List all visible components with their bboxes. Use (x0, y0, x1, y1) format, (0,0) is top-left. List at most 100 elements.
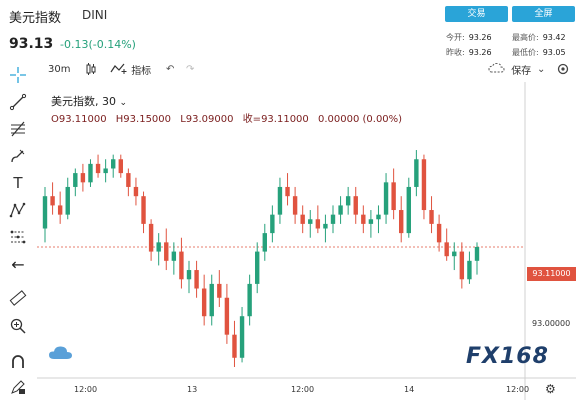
cloud-logo-icon[interactable] (48, 344, 74, 362)
high-label: 最高价: (512, 33, 539, 42)
high-value: 93.42 (542, 33, 566, 42)
open-value: 93.26 (468, 33, 492, 42)
axis-settings-icon[interactable]: ⚙ (545, 382, 556, 396)
candle (467, 251, 472, 284)
candle (80, 163, 86, 192)
candle-body (186, 270, 192, 280)
candle-body (270, 214, 275, 234)
settings-icon[interactable] (556, 62, 570, 78)
open-stat: 今开: 93.26 (446, 32, 492, 43)
candle-type-icon[interactable] (84, 62, 98, 78)
indicators-button[interactable]: 指标 (110, 62, 151, 78)
interval-selector[interactable]: 30m (48, 64, 71, 75)
candle (156, 233, 161, 266)
trade-button[interactable]: 交易 (445, 6, 508, 22)
candle (421, 154, 427, 220)
candle (179, 237, 184, 289)
legend-open: O93.11000 (51, 114, 107, 125)
candle-body (126, 173, 131, 187)
candle (353, 186, 358, 224)
indicators-label: 指标 (131, 66, 152, 77)
symbol-code: DINI (82, 8, 108, 22)
candle-body (315, 219, 321, 229)
redo-icon[interactable]: ↷ (186, 64, 195, 75)
magnet-icon[interactable] (6, 351, 30, 373)
candle-body (406, 186, 411, 234)
ruler-icon[interactable] (6, 287, 30, 309)
candle (345, 186, 351, 215)
candle-body (148, 223, 154, 252)
candle (247, 274, 252, 326)
candle (459, 242, 465, 289)
candle (406, 177, 411, 238)
candle (217, 270, 222, 307)
candle (338, 196, 343, 224)
candle (368, 210, 374, 238)
prev-close-stat: 昨收: 93.26 (446, 47, 492, 58)
pencil-lock-icon[interactable] (6, 376, 30, 398)
arrow-left-icon[interactable]: ← (11, 254, 25, 274)
trend-line-icon[interactable] (6, 91, 30, 113)
candle-body (323, 223, 328, 229)
legend-change: 0.00000 (0.00%) (317, 114, 403, 125)
candle (103, 159, 108, 183)
symbol-name: 美元指数 (9, 11, 62, 26)
candle (391, 168, 396, 220)
price-chart[interactable] (37, 82, 576, 400)
candlestick-chart (37, 82, 576, 400)
candle-body (376, 214, 381, 220)
candle (315, 205, 321, 234)
candle-body (65, 186, 70, 215)
candle-body (133, 186, 139, 197)
brush-icon[interactable] (6, 145, 30, 167)
current-price-tag: 93.11000 (527, 267, 576, 281)
pattern-icon[interactable] (6, 199, 30, 221)
candle (133, 177, 139, 206)
fullscreen-button[interactable]: 全屏 (512, 6, 575, 22)
candle-body (141, 196, 146, 224)
candle (262, 223, 267, 261)
candle-body (217, 283, 222, 298)
x-axis-label: 12:00 (291, 385, 315, 394)
x-axis-label: 13 (187, 385, 198, 394)
candle (474, 242, 480, 275)
candle-body (209, 283, 214, 317)
candle-body (73, 173, 78, 187)
ohlc-legend: O93.11000 H93.15000 L93.09000 收=93.11000… (51, 110, 408, 125)
legend-high: H93.15000 (115, 114, 172, 125)
low-label: 最低价: (512, 48, 539, 57)
candle-body (361, 214, 366, 224)
save-button[interactable]: 保存 (488, 62, 531, 78)
chevron-down-icon[interactable]: ⌄ (119, 98, 128, 108)
candle (444, 228, 449, 261)
candle-body (391, 182, 396, 211)
save-label: 保存 (511, 66, 532, 77)
candle-body (421, 159, 427, 211)
candle (88, 159, 93, 187)
candle-body (285, 186, 290, 197)
x-axis-label: 14 (404, 385, 415, 394)
open-label: 今开: (446, 33, 465, 42)
candle (452, 242, 457, 271)
candle (308, 210, 313, 238)
candle (65, 177, 70, 220)
low-value: 93.05 (542, 48, 566, 57)
candle-body (467, 260, 472, 280)
candle (95, 154, 101, 178)
drawing-toolbar: T ← (0, 58, 37, 400)
candle (57, 191, 63, 224)
chevron-down-icon[interactable]: ⌄ (537, 64, 546, 75)
x-axis-label: 12:00 (506, 385, 530, 394)
candle-body (368, 219, 374, 224)
undo-icon[interactable]: ↶ (166, 64, 175, 75)
fib-icon[interactable] (6, 118, 30, 140)
quote-header: 美元指数 DINI 93.13 -0.13(-0.14%) 交易 全屏 今开: 9… (0, 0, 576, 58)
candle (164, 228, 169, 271)
measure-icon[interactable] (6, 226, 30, 248)
zoom-in-icon[interactable] (6, 315, 30, 337)
candle (118, 154, 123, 178)
text-icon[interactable]: T (13, 174, 23, 192)
crosshair-icon[interactable] (6, 64, 30, 86)
candle-body (459, 251, 465, 280)
price-change: -0.13(-0.14%) (60, 38, 136, 51)
